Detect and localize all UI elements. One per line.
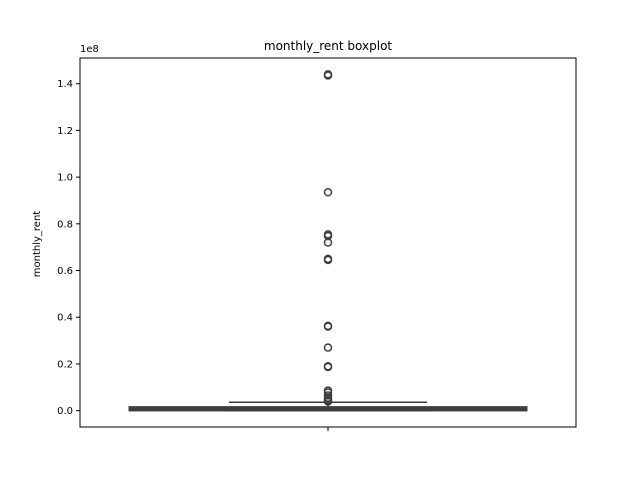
y-tick-label: 1.0 (57, 173, 73, 184)
outlier-point (323, 71, 333, 80)
y-tick-label: 1.2 (57, 126, 73, 137)
y-tick-label: 0.8 (57, 219, 73, 230)
y-tick-label: 0.4 (57, 313, 73, 324)
y-axis-label: monthly_rent (32, 211, 43, 278)
outlier-point (323, 343, 333, 352)
outlier-point (323, 322, 333, 331)
chart-title: monthly_rent boxplot (264, 39, 393, 53)
outlier-point (323, 238, 333, 247)
y-tick-label: 0.2 (57, 359, 73, 370)
plot-frame (79, 57, 577, 428)
outlier-point (323, 362, 333, 372)
y-tick-label: 0.6 (57, 266, 73, 277)
outlier-point (323, 397, 333, 406)
outlier-point (323, 188, 333, 197)
y-tick-label: 0.0 (57, 406, 73, 417)
y-axis-scale-label: 1e8 (80, 44, 99, 55)
outlier-point (323, 255, 333, 265)
y-tick-label: 1.4 (57, 79, 73, 90)
